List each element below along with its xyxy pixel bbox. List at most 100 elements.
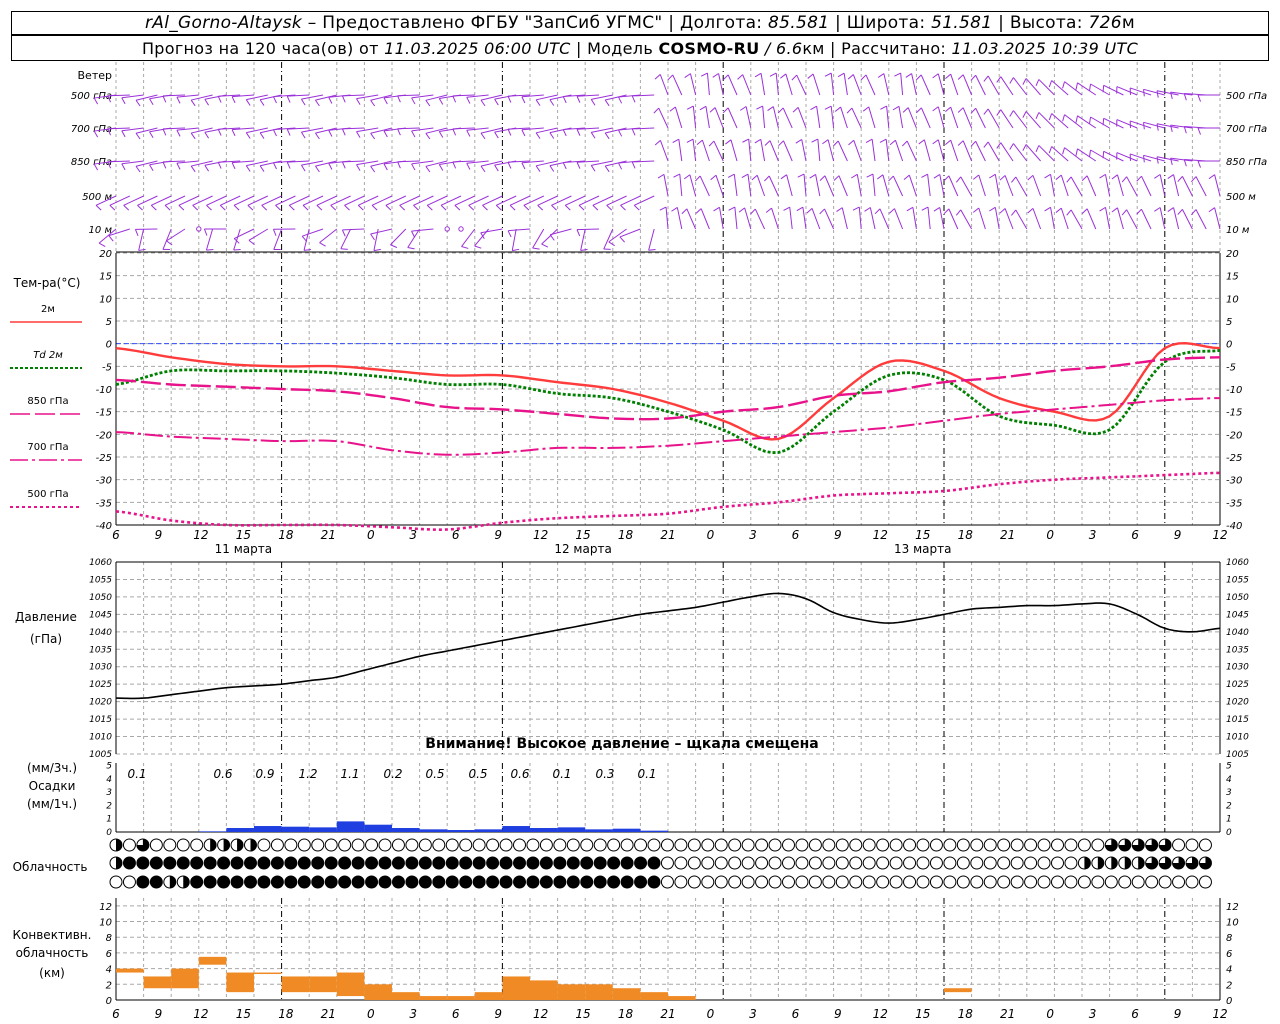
- wind-barb: [679, 174, 683, 197]
- wind-barb: [742, 74, 752, 96]
- conv-xtick-label: 21: [660, 1007, 675, 1021]
- temp-xtick-label: 15: [575, 528, 590, 542]
- cloud-symbol-fill: [379, 876, 391, 888]
- wind-barb-flag: [370, 233, 375, 241]
- precip-3h-label: 0.6: [213, 767, 232, 781]
- wind-barb: [135, 94, 158, 101]
- pressure-ytick-right: 1010: [1226, 733, 1249, 743]
- wind-barb: [960, 176, 973, 197]
- wind-barb: [342, 127, 365, 130]
- wind-barb-flag: [1121, 176, 1128, 183]
- wind-barb: [330, 195, 351, 206]
- wind-barb: [1060, 174, 1069, 197]
- wind-barb: [425, 127, 448, 134]
- wind-barb-flag: [1022, 78, 1027, 85]
- pressure-ytick-right: 1020: [1226, 698, 1249, 708]
- temp-ytick-right: -20: [1226, 430, 1242, 441]
- wind-barb-flag: [1170, 125, 1173, 133]
- wind-barb: [994, 174, 1000, 197]
- wind-barb-flag: [874, 208, 881, 215]
- cloud-symbol-fill: [1118, 839, 1131, 852]
- wind-barb: [303, 228, 310, 251]
- wind-barb-flag: [1075, 148, 1078, 156]
- cloud-symbol: [445, 838, 459, 852]
- pressure-ytick-left: 1055: [89, 575, 112, 585]
- wind-barb-flag: [1136, 175, 1142, 182]
- wind-barb: [1130, 153, 1152, 162]
- wind-barb-flag: [233, 204, 240, 211]
- wind-barb: [1013, 110, 1028, 129]
- wind-barb: [838, 175, 848, 197]
- wind-barb-flag: [783, 206, 790, 211]
- wind-barb: [605, 160, 627, 167]
- wind-barb: [191, 127, 213, 134]
- cloud-symbol: [782, 875, 795, 889]
- cloud-symbol-fill: [392, 857, 405, 869]
- wind-barb-flag: [1170, 158, 1173, 166]
- pressure-ytick-left: 1050: [89, 593, 112, 603]
- wind-barb-flag: [1081, 175, 1088, 182]
- wind-barb-flag: [738, 207, 745, 213]
- cloud-symbol-fill: [271, 857, 284, 869]
- cloud-symbol-fill: [379, 857, 391, 869]
- conv-bar: [309, 976, 337, 993]
- wind-barb-flag: [901, 140, 908, 147]
- wind-barb: [840, 106, 848, 129]
- temp-xtick-label: 6: [112, 528, 120, 542]
- wind-barb-flag: [618, 96, 623, 104]
- wind-barb-flag: [494, 131, 499, 139]
- wind-barb-flag: [300, 98, 306, 106]
- wind-barb-flag: [671, 207, 678, 212]
- cloud-symbol: [701, 875, 715, 889]
- wind-barb-flag: [452, 128, 457, 136]
- wind-barb: [1173, 174, 1180, 197]
- wind-barb: [563, 127, 586, 131]
- wind-barb-flag: [833, 175, 840, 181]
- cloud-symbol: [190, 838, 204, 852]
- wind-barb-flag: [836, 207, 843, 213]
- cloud-symbol: [808, 875, 822, 889]
- cloud-symbol: [849, 875, 863, 889]
- wind-barb-flag: [176, 96, 181, 104]
- cloud-symbol-fill: [1097, 857, 1104, 869]
- temp-xtick-label: 18: [618, 528, 634, 542]
- wind-barb: [508, 94, 531, 97]
- wind-barb-flag: [620, 204, 626, 211]
- cloud-symbol: [970, 875, 984, 889]
- wind-barb: [1170, 124, 1193, 129]
- wind-barb-flag: [590, 99, 596, 106]
- pressure-ytick-left: 1040: [89, 628, 112, 638]
- temp-ytick-right: -40: [1226, 521, 1242, 532]
- wind-barb-flag: [767, 106, 774, 111]
- wind-barb: [1126, 176, 1138, 197]
- cloud-symbol-fill: [513, 876, 526, 888]
- temp-ytick-right: -15: [1226, 408, 1242, 419]
- wind-barb: [620, 195, 641, 206]
- cloud-symbol: [526, 838, 540, 852]
- cloud-symbol-fill: [553, 876, 566, 888]
- wind-barb-flag: [480, 99, 486, 107]
- cloud-symbol-fill: [231, 876, 244, 888]
- cloud-symbol: [1104, 875, 1118, 889]
- conv-xtick-label: 12: [1212, 1007, 1227, 1021]
- wind-barb: [563, 160, 586, 164]
- wind-barb: [634, 195, 655, 206]
- wind-barb-flag: [780, 174, 787, 180]
- wind-barb: [1141, 175, 1152, 197]
- cloud-symbol: [1198, 875, 1212, 889]
- wind-barb-flag: [604, 132, 610, 140]
- pressure-ytick-right: 1050: [1226, 593, 1249, 603]
- cloud-symbol: [741, 838, 755, 852]
- wind-level-label-right: 850 гПа: [1226, 157, 1267, 168]
- calculated-label: Рассчитано:: [841, 39, 947, 58]
- cloud-symbol-fill: [217, 876, 230, 888]
- conv-bar: [530, 980, 558, 1000]
- cloud-symbol: [822, 838, 836, 852]
- conv-ytick-right: 8: [1226, 933, 1232, 944]
- wind-level-label-right: 500 гПа: [1226, 91, 1267, 102]
- wind-barb-flag: [286, 128, 291, 136]
- wind-barb: [1130, 120, 1152, 129]
- wind-barb-flag: [303, 248, 312, 251]
- wind-barb: [1182, 176, 1193, 197]
- conv-bar: [364, 984, 392, 1000]
